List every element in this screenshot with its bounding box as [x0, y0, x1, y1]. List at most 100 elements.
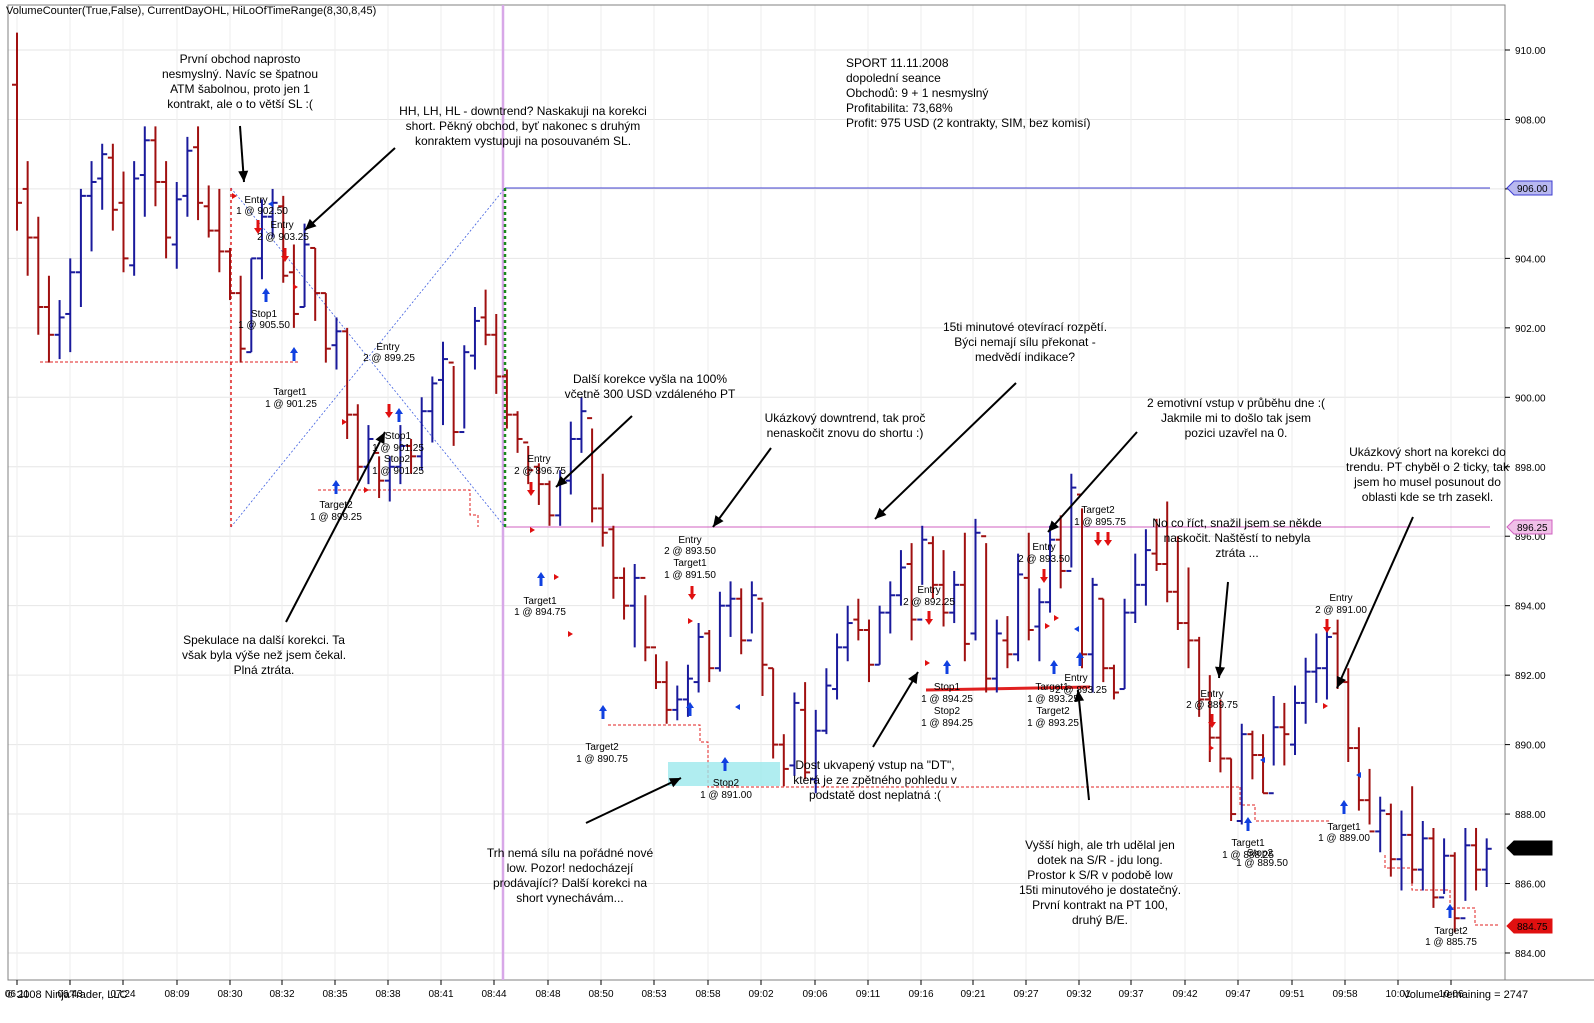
y-tick-label: 898.00	[1515, 463, 1546, 474]
annotation-arrowhead	[713, 515, 724, 527]
trade-label: 2 @ 896.75	[514, 466, 566, 477]
trade-label: Entry	[527, 454, 550, 465]
trade-label: Target2	[319, 500, 353, 511]
annotation-sample-downtrend: Ukázkový downtrend, tak proč nenaskočit …	[764, 411, 926, 440]
grid	[8, 5, 1505, 980]
sell-arrow-marker	[385, 404, 393, 418]
trade-label: Stop2	[934, 706, 961, 717]
annotation-arrowhead	[238, 170, 249, 182]
y-tick-label: 908.00	[1515, 115, 1546, 126]
execution-tick	[232, 193, 237, 199]
x-tick-label: 06:11	[5, 989, 30, 1000]
annotation-correction-100: Další korekce vyšla na 100% včetně 300 U…	[564, 372, 736, 401]
y-tick-label: 894.00	[1515, 602, 1546, 613]
trade-label: 1 @ 891.00	[700, 790, 752, 801]
annotation-arrow	[1077, 689, 1090, 801]
execution-tick	[364, 487, 369, 493]
y-tick-label: 910.00	[1515, 46, 1546, 57]
execution-tick	[925, 660, 930, 666]
trade-label: Entry	[376, 342, 399, 353]
low-trail-2	[318, 489, 479, 527]
y-tick-label: 904.00	[1515, 254, 1546, 265]
x-tick-label: 07:24	[110, 989, 135, 1000]
x-tick-label: 09:11	[856, 989, 881, 1000]
execution-tick	[1260, 757, 1265, 763]
price-marker-badge	[1506, 519, 1553, 535]
buy-arrow-marker	[395, 408, 403, 422]
plot-frame	[7, 4, 1506, 981]
trade-label: 2 @ 893.50	[1018, 554, 1070, 565]
reference-lines	[40, 5, 1500, 980]
trade-label: Entry	[1200, 689, 1223, 700]
trade-label: Entry	[678, 535, 701, 546]
annotation-speculation: Spekulace na další korekci. Ta však byla…	[181, 633, 347, 677]
trade-markers	[232, 193, 1454, 918]
volume-remaining: Volume remaining = 2747	[1403, 989, 1529, 1001]
trade-label: Entry	[270, 220, 293, 231]
buy-arrow-marker	[1244, 817, 1252, 831]
annotation-session-summary: SPORT 11.11.2008 dopolední seance Obchod…	[846, 56, 1091, 130]
execution-tick	[1209, 745, 1214, 751]
annotation-arrow	[304, 147, 396, 231]
execution-tick	[1356, 772, 1361, 778]
execution-tick	[293, 284, 298, 290]
axes: 910.00 908.00 906.00 904.00 902.00 900.00 898.…	[5, 4, 1594, 1000]
trade-label: 2 @ 893.50	[664, 546, 716, 557]
sell-arrow-marker	[254, 220, 262, 234]
trade-label: Target2	[1081, 505, 1115, 516]
trade-label: 1 @ 901.25	[265, 399, 317, 410]
trade-label: 1 @ 891.50	[664, 570, 716, 581]
annotation-no-new-low: Trh nemá sílu na pořádné nové low. Pozor…	[486, 846, 654, 905]
annotation-arrowhead	[1048, 520, 1060, 532]
y-tick-label: 890.00	[1515, 741, 1546, 752]
trade-label: 1 @ 894.75	[514, 607, 566, 618]
annotation-opening-range: 15ti minutové otevírací rozpětí. Býci ne…	[942, 320, 1108, 364]
x-tick-label: 08:38	[375, 989, 400, 1000]
indicator-header: VolumeCounter(True,False), CurrentDayOHL…	[6, 5, 377, 17]
x-tick-label: 09:27	[1013, 989, 1038, 1000]
trade-label: Entry	[1064, 673, 1087, 684]
annotation-arrowhead	[668, 778, 681, 788]
trade-label: Stop1	[934, 682, 961, 693]
trade-label: 1 @ 899.25	[310, 512, 362, 523]
trade-label: 1 @ 894.25	[921, 718, 973, 729]
trade-label: Target1	[273, 387, 307, 398]
sell-arrow-marker	[1094, 532, 1102, 546]
price-marker-label: 896.25	[1517, 523, 1548, 534]
trade-label: 2 @ 893.25	[1055, 685, 1107, 696]
x-tick-label: 08:48	[535, 989, 560, 1000]
x-tick-label: 08:50	[588, 989, 613, 1000]
y-tick-label: 888.00	[1515, 810, 1546, 821]
annotation-downtrend-short: HH, LH, HL - downtrend? Naskakuji na kor…	[399, 104, 647, 148]
trade-label: 1 @ 890.75	[576, 754, 628, 765]
annotation-arrows	[238, 125, 1414, 824]
sell-arrow-marker	[281, 248, 289, 262]
buy-arrow-marker	[1050, 660, 1058, 674]
y-tick-label: 892.00	[1515, 671, 1546, 682]
annotation-arrow	[1336, 516, 1414, 689]
price-marker-label: 884.75	[1517, 922, 1548, 933]
buy-arrow-marker	[537, 572, 545, 586]
annotation-arrowhead	[908, 672, 918, 685]
buy-arrow-marker	[332, 480, 340, 494]
trade-label: 1 @ 902.50	[236, 206, 288, 217]
price-marker-label: 887.00	[1517, 844, 1548, 855]
x-tick-label: 08:44	[481, 989, 506, 1000]
sell-arrow-marker	[1208, 714, 1216, 728]
annotation-arrowhead	[556, 475, 568, 487]
annotation-arrow	[874, 382, 1017, 520]
x-tick-label: 09:42	[1172, 989, 1197, 1000]
y-tick-label: 900.00	[1515, 393, 1546, 404]
price-marker-badge	[1506, 918, 1553, 934]
buy-arrow-marker	[599, 705, 607, 719]
x-tick-label: 09:16	[908, 989, 933, 1000]
x-tick-label: 09:47	[1225, 989, 1250, 1000]
execution-tick	[1054, 615, 1059, 621]
x-tick-label: 09:06	[802, 989, 827, 1000]
trade-label: Target1	[1231, 838, 1265, 849]
annotation-higher-high: Vyšší high, ale trh udělal jen dotek na …	[1018, 838, 1182, 927]
low-trail-3	[608, 724, 1240, 788]
execution-tick	[1045, 623, 1050, 629]
execution-tick	[342, 419, 347, 425]
